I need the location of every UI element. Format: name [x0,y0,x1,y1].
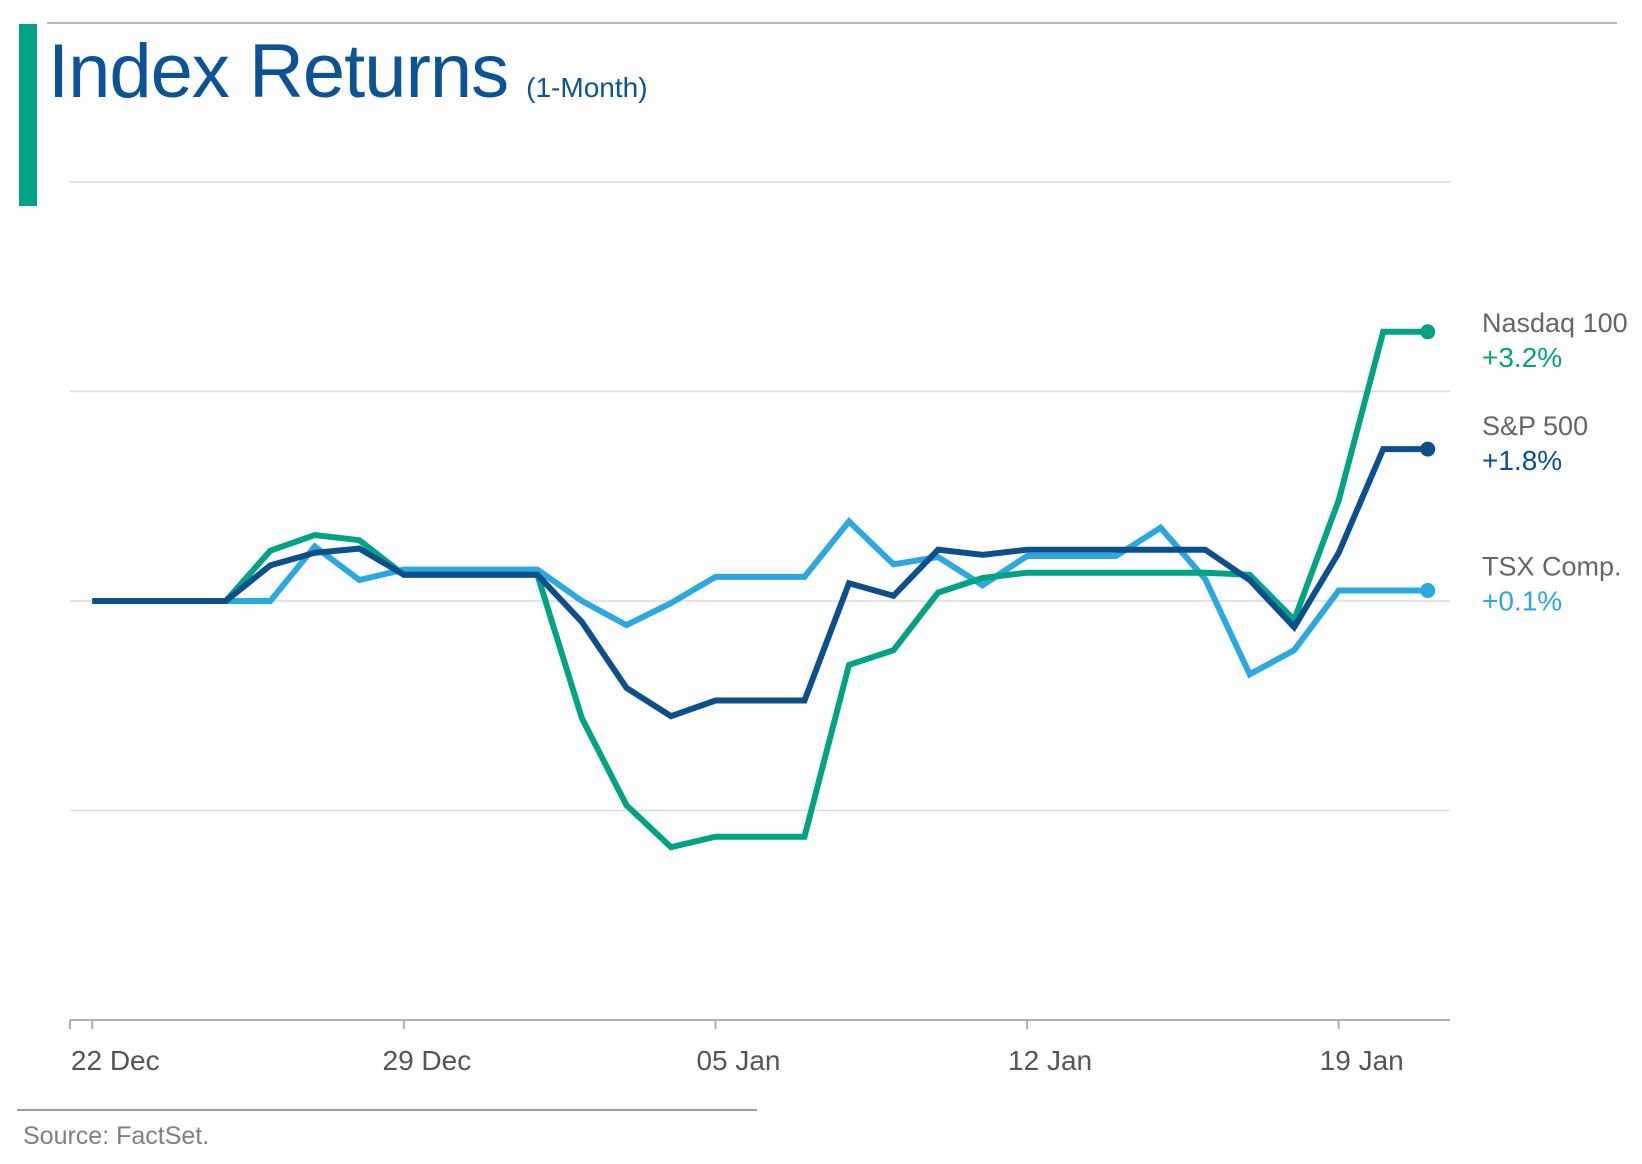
legend-name-2: TSX Comp. [1482,552,1622,582]
gridlines [70,181,1450,812]
series-line-1 [92,446,1428,720]
x-tick-label-2: 05 Jan [696,1045,780,1076]
series-end-marker-2 [1420,583,1436,599]
series-line-0 [92,328,1428,851]
title-subtitle: (1-Month) [526,72,648,103]
series-end-marker-1 [1420,441,1436,457]
source-note: Source: FactSet. [23,1122,210,1150]
series-line-2 [92,516,1428,679]
x-tick-label-3: 12 Jan [1008,1045,1092,1076]
x-axis: 22 Dec 29 Dec 05 Jan 12 Jan 19 Jan [69,1019,1450,1076]
legend-name-0: Nasdaq 100 [1482,308,1628,338]
top-rule [47,22,1617,24]
x-tick-label-0: 22 Dec [71,1045,160,1076]
x-tick-label-4: 19 Jan [1320,1045,1404,1076]
legend: Nasdaq 100 +3.2% S&P 500 +1.8% TSX Comp. +0.1… [1482,308,1628,617]
series-lines [92,324,1436,851]
chart-title: Index Returns (1-Month) [48,28,648,115]
legend-value-0: +3.2% [1482,342,1562,373]
legend-value-2: +0.1% [1482,586,1562,617]
series-end-marker-0 [1420,324,1436,340]
legend-name-1: S&P 500 [1482,411,1588,441]
x-tick-label-1: 29 Dec [383,1045,472,1076]
title-accent-bar [19,24,37,206]
footer-rule [17,1109,757,1111]
legend-value-1: +1.8% [1482,445,1562,476]
title-main: Index Returns [48,29,509,114]
